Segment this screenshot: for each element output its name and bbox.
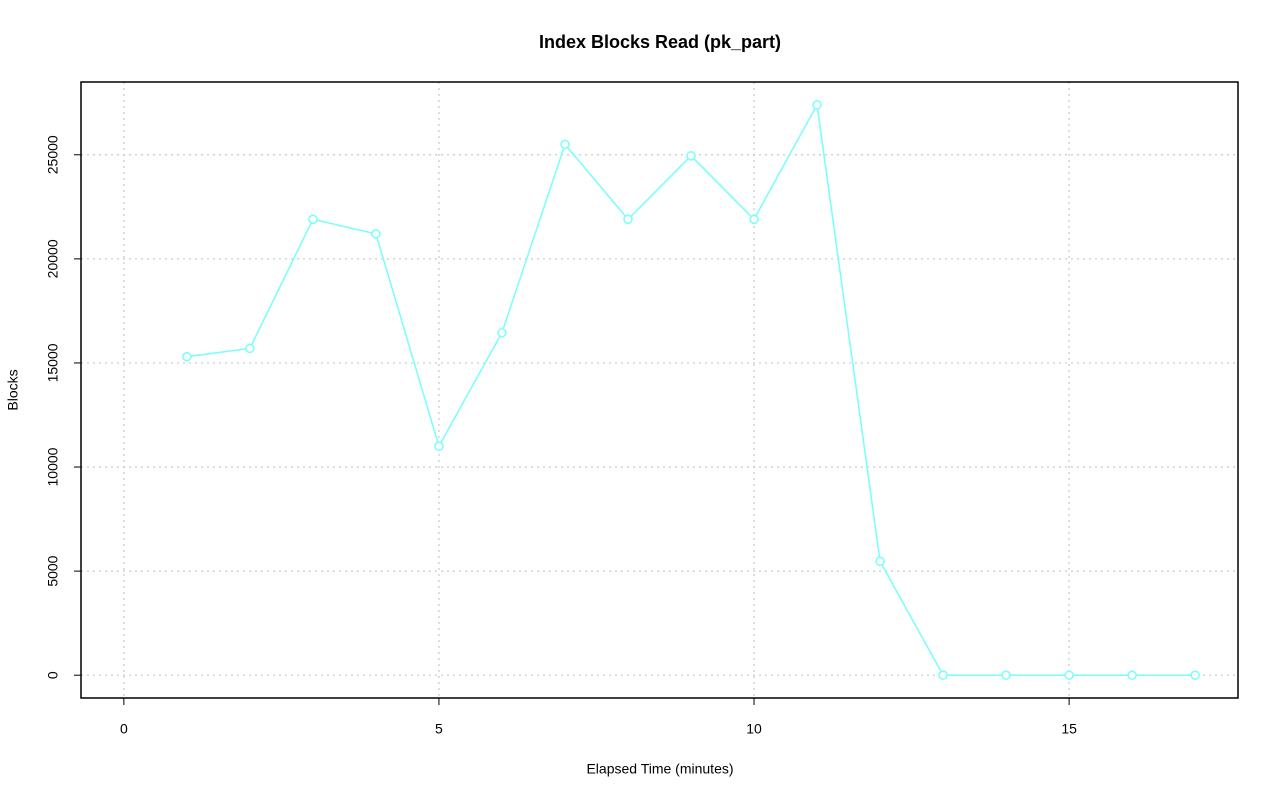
data-point [560, 139, 570, 150]
data-point [182, 351, 192, 362]
data-point [812, 100, 822, 110]
plot-area [182, 100, 1200, 680]
data-point [497, 327, 507, 338]
y-axis-label: Blocks [5, 369, 21, 410]
data-point [623, 214, 633, 225]
y-tick-label: 10000 [45, 447, 61, 486]
x-tick-label: 10 [746, 721, 762, 737]
data-point [749, 214, 759, 225]
x-tick-label: 15 [1061, 721, 1077, 737]
x-axis-label: Elapsed Time (minutes) [586, 761, 733, 777]
grid [81, 82, 1238, 698]
data-point [1064, 670, 1074, 680]
y-tick-label: 25000 [45, 135, 61, 174]
data-line [186, 102, 1196, 676]
data-point [371, 229, 381, 239]
y-tick-label: 5000 [45, 555, 61, 586]
data-point [1190, 670, 1200, 680]
data-point [1001, 670, 1011, 680]
data-point [938, 670, 948, 680]
y-tick-label: 15000 [45, 343, 61, 382]
data-point [434, 441, 444, 452]
data-point [686, 151, 696, 161]
x-tick-label: 5 [435, 721, 443, 737]
chart-title: Index Blocks Read (pk_part) [539, 32, 781, 52]
data-point [308, 214, 318, 225]
y-tick-label: 0 [45, 671, 61, 679]
x-tick-label: 0 [120, 721, 128, 737]
data-point [875, 556, 885, 567]
plot-frame [80, 81, 1239, 699]
data-point [245, 343, 255, 354]
data-point [1127, 670, 1137, 680]
y-tick-label: 20000 [45, 239, 61, 278]
